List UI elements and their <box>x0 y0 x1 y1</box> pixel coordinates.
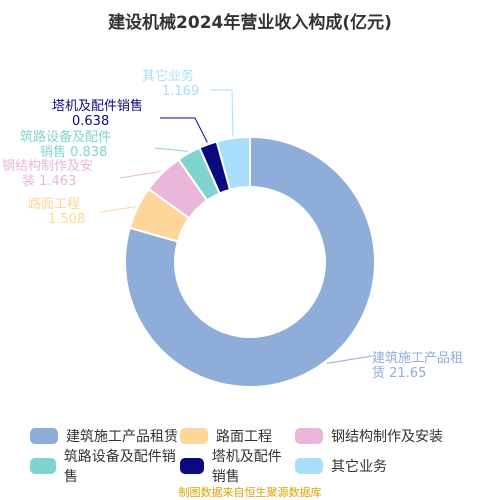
legend-label: 钢结构制作及安装 <box>331 429 443 445</box>
slice-label-3: 筑路设备及配件销售 0.838 <box>20 129 111 160</box>
legend-item[interactable]: 筑路设备及配件销售 <box>30 449 180 485</box>
legend-swatch <box>180 428 208 444</box>
leader-line-5 <box>210 89 234 137</box>
slice-label-0: 建筑施工产品租赁 21.65 <box>372 350 463 381</box>
legend-item[interactable]: 其它业务 <box>295 455 455 477</box>
slice-label-5: 其它业务 1.169 <box>142 68 199 99</box>
legend-item[interactable]: 塔机及配件销售 <box>180 449 295 485</box>
legend-item[interactable]: 路面工程 <box>180 425 295 447</box>
source-note: 制图数据来自恒生聚源数据库 <box>178 486 322 499</box>
slice-label-1: 路面工程 1.508 <box>28 196 85 227</box>
slice-0[interactable] <box>124 135 376 388</box>
legend-label: 路面工程 <box>216 429 272 445</box>
legend-swatch <box>30 458 56 474</box>
legend-swatch <box>180 458 204 474</box>
slice-label-4: 塔机及配件销售 0.638 <box>52 98 143 129</box>
legend-label: 筑路设备及配件销售 <box>63 449 176 485</box>
legend-swatch <box>295 458 323 474</box>
leader-line-1 <box>99 206 136 213</box>
legend-label: 建筑施工产品租赁 <box>66 429 178 445</box>
legend-label: 塔机及配件销售 <box>211 449 282 485</box>
legend-label: 其它业务 <box>331 459 387 475</box>
chart-title: 建设机械2024年营业收入构成(亿元) <box>108 13 392 33</box>
legend-swatch <box>30 428 58 444</box>
slice-5[interactable] <box>215 135 251 191</box>
chart-legend: 建筑施工产品租赁 路面工程 钢结构制作及安装筑路设备及配件销售 塔机及配件销售 其它业务 <box>30 425 480 485</box>
legend-item[interactable]: 建筑施工产品租赁 <box>30 425 180 447</box>
leader-line-3 <box>154 147 188 152</box>
leader-line-4 <box>160 117 208 143</box>
legend-swatch <box>295 428 323 444</box>
slice-label-2: 钢结构制作及安装 1.463 <box>2 159 93 189</box>
leader-line-2 <box>119 171 161 179</box>
legend-item[interactable]: 钢结构制作及安装 <box>295 425 455 447</box>
leader-line-0 <box>326 355 373 364</box>
